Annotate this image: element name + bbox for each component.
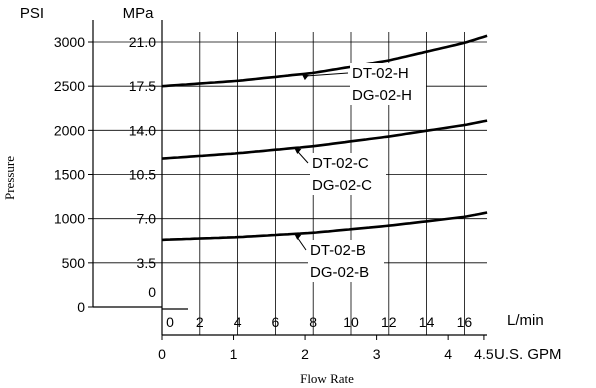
series-labels: DT-02-H DG-02-H DT-02-C DG-02-C DT-02-B DG-02… — [294, 63, 426, 282]
psi-tick-label: 3000 — [54, 34, 85, 50]
gpm-tick-label: 1 — [230, 346, 238, 362]
gpm-tick-label: 3 — [373, 346, 381, 362]
mpa-tick-label: 10.5 — [129, 167, 156, 183]
series-curve-1 — [161, 34, 488, 88]
x-axis-gpm-ticks: 0 1 2 3 4 4.5 — [158, 335, 494, 362]
series-curve-3 — [161, 211, 488, 242]
y-axis-title: Pressure — [2, 156, 17, 200]
mpa-tick-label: 17.5 — [129, 78, 156, 94]
mpa-tick-label: 21.0 — [129, 34, 156, 50]
mpa-tick-label: 0 — [148, 284, 156, 300]
gpm-tick-label: 4 — [444, 346, 452, 362]
psi-tick-label: 2500 — [54, 78, 85, 94]
series-label-bg — [308, 240, 384, 282]
gpm-tick-label: 2 — [301, 346, 309, 362]
psi-tick-label: 1500 — [54, 167, 85, 183]
mpa-tick-label: 7.0 — [137, 211, 157, 227]
lpm-tick-label: 2 — [196, 314, 204, 330]
x-unit-lpm: L/min — [507, 312, 544, 329]
psi-tick-label: 1000 — [54, 211, 85, 227]
series-label: DG-02-C — [312, 177, 372, 194]
lpm-tick-label: 14 — [419, 314, 435, 330]
y-unit-mpa: MPa — [123, 5, 155, 22]
series-label: DG-02-B — [310, 264, 369, 281]
gpm-tick-label: 4.5 — [474, 346, 494, 362]
lpm-tick-label: 0 — [166, 314, 174, 330]
series-leader-arrow — [301, 74, 309, 81]
series-label: DT-02-H — [352, 65, 409, 82]
series-label-bg — [310, 153, 386, 195]
series-label: DT-02-B — [310, 242, 366, 259]
mpa-tick-label: 14.0 — [129, 122, 156, 138]
psi-tick-label: 2000 — [54, 122, 85, 138]
series-leader-line — [303, 72, 349, 77]
gpm-tick-label: 0 — [158, 346, 166, 362]
series-label: DT-02-C — [312, 155, 369, 172]
series-leader-arrow — [294, 233, 302, 240]
x-unit-gpm: U.S. GPM — [494, 346, 562, 363]
lpm-tick-label: 10 — [343, 314, 359, 330]
series-curve-2 — [161, 119, 488, 160]
psi-tick-label: 0 — [77, 299, 85, 315]
series-leader-arrow — [294, 148, 302, 154]
y-unit-psi: PSI — [20, 5, 44, 22]
y-axis-mpa-ticks: 21.0 17.5 14.0 10.5 7.0 3.5 0 — [129, 34, 156, 300]
psi-tick-label: 500 — [62, 255, 86, 271]
lpm-tick-label: 8 — [309, 314, 317, 330]
lpm-tick-label: 16 — [457, 314, 473, 330]
x-axis-title: Flow Rate — [300, 371, 354, 386]
lpm-tick-label: 12 — [381, 314, 397, 330]
lpm-tick-label: 6 — [272, 314, 280, 330]
axes-frame — [92, 20, 487, 336]
series-label-bg — [350, 63, 426, 105]
series-label: DG-02-H — [352, 87, 412, 104]
mpa-tick-label: 3.5 — [137, 255, 157, 271]
y-axis-psi-ticks: 3000 2500 2000 1500 1000 500 0 — [54, 34, 93, 315]
x-axis-lpm-ticks: 0 2 4 6 8 10 12 14 16 — [166, 314, 472, 330]
lpm-tick-label: 4 — [234, 314, 242, 330]
series-curves — [161, 34, 488, 242]
